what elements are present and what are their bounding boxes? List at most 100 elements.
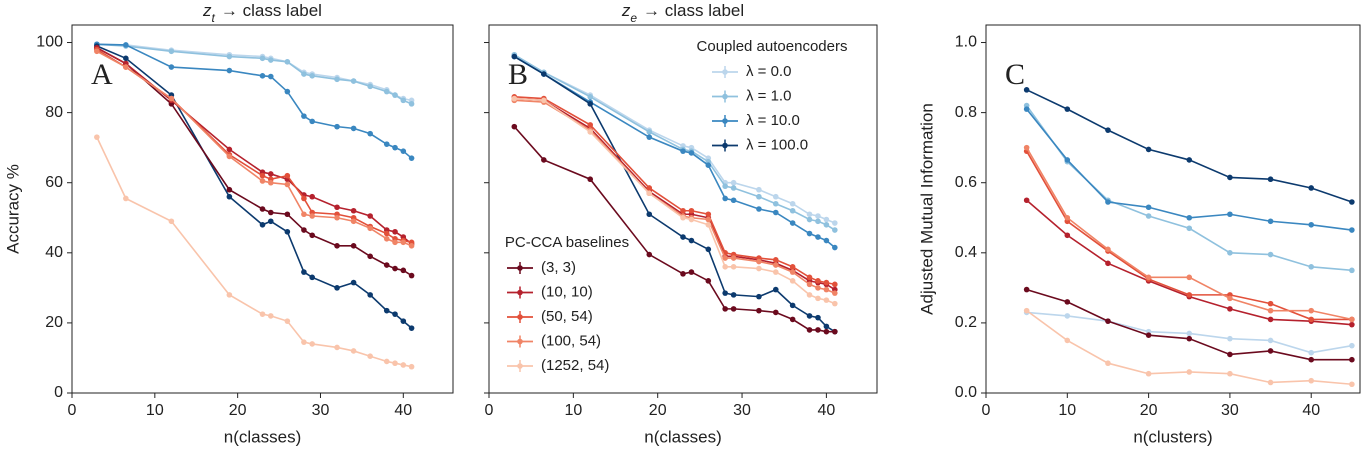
data-point (705, 211, 712, 218)
legend-title: PC-CCA baselines (505, 234, 629, 251)
data-point (367, 83, 373, 90)
data-point (400, 318, 407, 324)
data-point (815, 314, 821, 321)
data-point (350, 348, 357, 354)
data-point (383, 307, 390, 314)
data-point (1267, 218, 1274, 225)
data-point (226, 193, 233, 200)
data-point (832, 227, 838, 233)
data-point (1145, 204, 1152, 211)
data-point (1267, 176, 1274, 183)
data-point (1064, 157, 1071, 163)
data-point (267, 73, 274, 80)
data-point (123, 55, 129, 62)
x-tick-label: 40 (1302, 402, 1320, 419)
panel-letter: A (91, 58, 113, 91)
data-point (400, 267, 407, 274)
data-point (1145, 332, 1152, 338)
x-tick-label: 0 (68, 402, 77, 419)
data-point (1267, 379, 1274, 386)
data-point (334, 285, 340, 291)
data-point (815, 278, 821, 284)
data-point (1145, 370, 1152, 377)
data-point (730, 306, 737, 312)
data-point (832, 281, 838, 288)
data-point (408, 243, 415, 249)
data-point (806, 281, 813, 288)
data-point (1308, 307, 1315, 314)
data-point (789, 264, 796, 270)
data-point (226, 186, 233, 193)
data-point (350, 207, 357, 214)
data-point (284, 181, 291, 188)
data-point (722, 290, 728, 296)
data-point (168, 48, 175, 55)
data-point (1349, 381, 1355, 388)
data-point (1023, 87, 1030, 93)
legend-swatch (517, 289, 523, 296)
x-tick-label: 20 (1140, 402, 1158, 419)
data-point (1064, 337, 1071, 344)
data-point (334, 214, 340, 221)
data-point (301, 227, 307, 233)
data-point (392, 228, 398, 235)
data-point (1227, 211, 1233, 218)
data-point (1186, 330, 1193, 337)
data-point (267, 313, 274, 319)
data-point (688, 150, 695, 156)
data-point (1267, 307, 1274, 314)
data-point (1267, 316, 1274, 323)
data-point (832, 244, 838, 251)
data-point (815, 213, 821, 219)
data-point (226, 53, 233, 60)
legend-swatch (722, 69, 728, 75)
legend-label: (10, 10) (541, 283, 593, 300)
data-point (1186, 292, 1193, 298)
data-point (1064, 299, 1071, 305)
data-point (334, 243, 340, 249)
data-point (408, 325, 415, 331)
series-line (96, 47, 413, 245)
data-point (1349, 316, 1355, 323)
data-point (772, 269, 779, 275)
legend-label: (50, 54) (541, 308, 593, 325)
data-point (772, 309, 779, 316)
data-point (823, 328, 830, 335)
data-point (587, 94, 594, 100)
data-point (756, 293, 762, 300)
series-line (514, 97, 836, 291)
data-point (806, 274, 813, 281)
data-point (284, 88, 291, 95)
legend-label: (3, 3) (541, 259, 576, 276)
data-point (646, 190, 653, 197)
data-point (646, 134, 653, 140)
data-point (367, 213, 373, 219)
data-point (392, 311, 398, 317)
data-point (541, 157, 547, 163)
data-point (94, 134, 100, 140)
data-point (806, 327, 813, 333)
data-point (334, 123, 340, 130)
data-point (722, 264, 728, 270)
data-point (334, 344, 340, 351)
y-axis-label: Accuracy % (3, 164, 22, 254)
y-axis-label: Adjusted Mutual Information (917, 103, 936, 315)
legend-label: (100, 54) (541, 332, 601, 349)
x-tick-label: 30 (312, 402, 330, 419)
data-point (1349, 321, 1355, 328)
data-point (1064, 106, 1071, 112)
x-tick-label: 0 (982, 402, 991, 419)
legend-swatch (517, 265, 523, 271)
data-point (756, 206, 762, 212)
data-point (259, 178, 266, 184)
data-point (267, 179, 274, 186)
data-point (408, 363, 415, 370)
y-tick-label: 80 (45, 104, 63, 121)
data-point (1145, 146, 1152, 153)
data-point (392, 360, 398, 367)
data-point (815, 218, 821, 225)
title-variable: z (621, 1, 631, 20)
data-point (259, 55, 266, 62)
data-point (400, 148, 407, 154)
legend-swatch (517, 314, 523, 320)
